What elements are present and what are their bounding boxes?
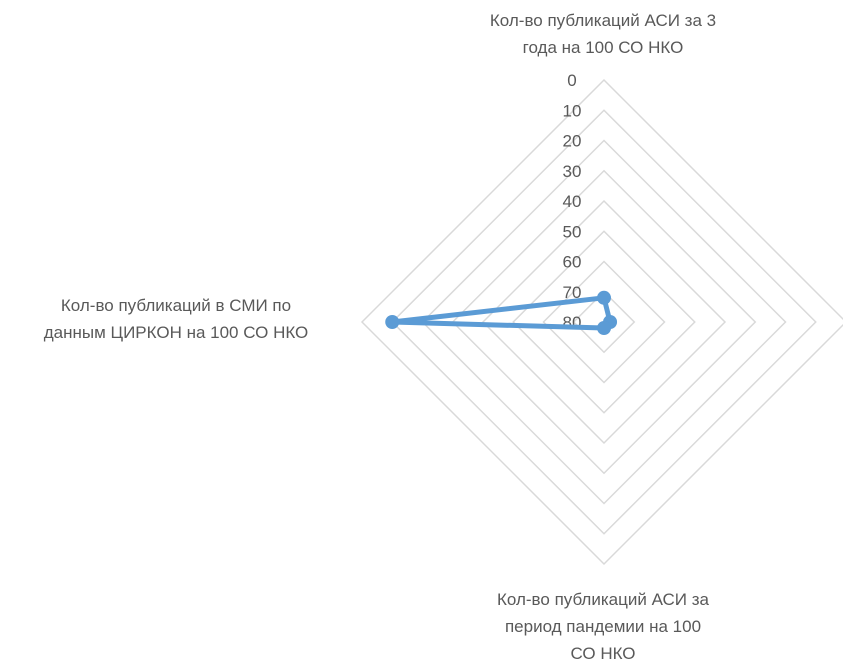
radial-tick-label: 50 xyxy=(563,222,582,241)
radial-tick-label: 60 xyxy=(563,253,582,272)
category-label: Кол-во публикаций АСИ за xyxy=(497,590,710,609)
radial-tick-label: 20 xyxy=(563,132,582,151)
category-label: Кол-во публикаций АСИ за 3 xyxy=(490,11,716,30)
grid-ring xyxy=(512,230,696,414)
series-point xyxy=(385,315,400,329)
series-point xyxy=(597,290,611,305)
radial-tick-label: 0 xyxy=(567,71,576,90)
radial-tick-label: 30 xyxy=(563,162,582,181)
radial-tick-label: 40 xyxy=(563,192,582,211)
category-label: период пандемии на 100 xyxy=(505,617,701,636)
grid-ring xyxy=(360,78,843,566)
radial-tick-label: 70 xyxy=(563,283,582,302)
category-label: Кол-во публикаций в СМИ по xyxy=(61,296,291,315)
grid-ring xyxy=(481,199,727,445)
radial-tick-label: 10 xyxy=(563,101,582,120)
series-point xyxy=(597,321,611,336)
grid-ring xyxy=(391,109,817,535)
series-layer xyxy=(385,290,618,336)
grid-ring xyxy=(421,139,787,505)
category-labels: Кол-во публикаций АСИ за 3 года на 100 СО… xyxy=(44,11,716,663)
category-label: СО НКО xyxy=(570,644,635,661)
category-label: года на 100 СО НКО xyxy=(523,38,684,57)
radar-grid xyxy=(360,78,843,566)
grid-ring xyxy=(451,169,757,475)
category-label: данным ЦИРКОН на 100 СО НКО xyxy=(44,323,309,342)
grid-ring xyxy=(572,290,636,354)
